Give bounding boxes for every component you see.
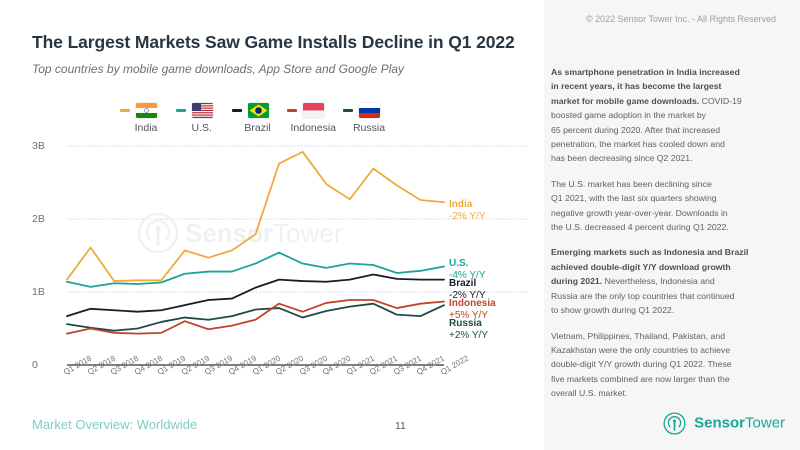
svg-text:SensorTower: SensorTower [185,218,343,248]
